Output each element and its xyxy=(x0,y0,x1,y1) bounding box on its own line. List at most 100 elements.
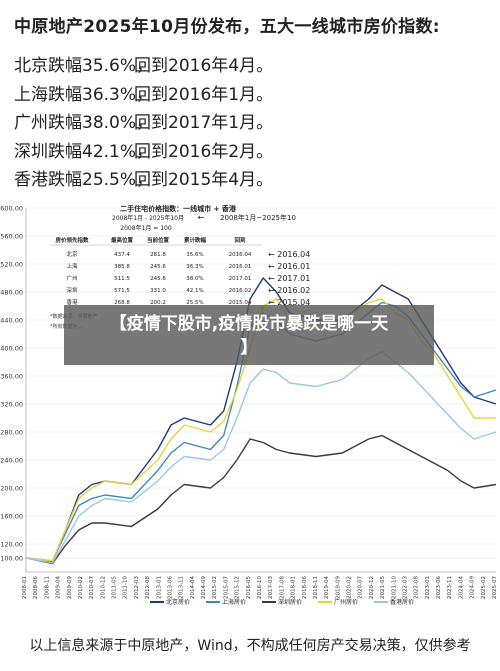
drop-row-beijing: 北京跌幅35.6%，回到2016年4月。 xyxy=(14,52,273,81)
table-cell: 38.0% xyxy=(186,276,203,282)
table-cell: 北京 xyxy=(66,250,78,258)
table-cell: 511.5 xyxy=(114,276,130,282)
table-header: 回到 xyxy=(234,236,246,244)
drop-since: 回到2015年4月。 xyxy=(134,170,274,190)
table-arrow-label: ← 2017.01 xyxy=(268,274,310,283)
y-tick-label: 480.00 xyxy=(0,289,23,297)
legend-label: 广州房价 xyxy=(334,598,358,606)
x-tick-label: 2025-07 xyxy=(492,576,498,599)
drop-since: 回到2016年2月。 xyxy=(134,141,274,162)
y-tick-label: 600.00 xyxy=(0,205,23,213)
drop-city: 深圳跌幅42.1%， xyxy=(14,141,154,162)
x-tick-label: 2024-09 xyxy=(470,576,476,599)
y-tick-label: 100.00 xyxy=(0,555,23,563)
table-header: 房价领先指数 xyxy=(55,236,89,244)
x-tick-label: 2009-09 xyxy=(67,576,73,599)
series-line xyxy=(25,350,497,564)
page-heading: 中原地产2025年10月份发布，五大一线城市房价指数: xyxy=(14,17,440,37)
legend-label: 香港房价 xyxy=(390,598,414,606)
x-tick-label: 2017-08 xyxy=(279,576,285,599)
x-tick-label: 2014-09 xyxy=(201,576,207,599)
x-tick-label: 2018-11 xyxy=(313,576,319,599)
series-line xyxy=(25,434,497,565)
drop-list: 北京跌幅35.6%，回到2016年4月。 上海跌幅36.3%，回到2016年1月… xyxy=(14,52,273,195)
table-cell: 2016.02 xyxy=(229,288,252,294)
headline-overlay[interactable]: 【疫情下股市,疫情股市暴跌是哪一天 】 xyxy=(64,305,434,365)
x-tick-label: 2012-03 xyxy=(134,576,140,599)
overlay-line2: 】 xyxy=(240,338,258,358)
legend-label: 深圳房价 xyxy=(278,598,302,606)
y-tick-label: 560.00 xyxy=(0,233,23,241)
x-tick-label: 2024-04 xyxy=(458,576,464,599)
y-tick-label: 120.00 xyxy=(0,541,23,549)
x-tick-label: 2023-11 xyxy=(447,576,453,599)
x-tick-label: 2013-01 xyxy=(156,576,162,599)
x-tick-label: 2017-03 xyxy=(268,576,274,599)
chart-legend: 北京房价 上海房价 深圳房价 广州房价 香港房价 xyxy=(150,598,414,606)
table-cell: 331.0 xyxy=(150,288,166,294)
x-tick-label: 2010-07 xyxy=(89,576,95,599)
drop-city: 上海跌幅36.3%， xyxy=(14,84,154,105)
drop-row-shenzhen: 深圳跌幅42.1%，回到2016年2月。 xyxy=(14,138,273,167)
x-tick-label: 2008-11 xyxy=(44,576,50,599)
drop-row-shanghai: 上海跌幅36.3%，回到2016年1月。 xyxy=(14,81,273,110)
drop-city: 香港跌幅25.5%， xyxy=(14,170,154,190)
table-arrow-label: ← 2015.04 xyxy=(268,298,310,307)
table-cell: 2015.04 xyxy=(229,300,252,306)
drop-row-hongkong: 香港跌幅25.5%，回到2015年4月。 xyxy=(14,166,273,195)
table-arrow-label: ← 2016.02 xyxy=(268,286,310,295)
x-tick-label: 2015-12 xyxy=(235,576,241,599)
x-tick-label: 2020-02 xyxy=(347,576,353,599)
x-tick-label: 2018-01 xyxy=(291,576,297,599)
x-tick-label: 2022-03 xyxy=(402,576,408,599)
y-tick-label: 160.00 xyxy=(0,513,23,521)
table-header: 当前位置 xyxy=(147,236,170,244)
x-tick-label: 2025-02 xyxy=(481,576,487,599)
table-cell: 上海 xyxy=(66,262,78,270)
table-arrow-label: ← 2016.04 xyxy=(268,250,310,259)
table-header: 累计跌幅 xyxy=(184,236,207,244)
range-arrow: ← xyxy=(198,213,205,222)
y-tick-label: 400.00 xyxy=(0,345,23,353)
table-cell: 245.6 xyxy=(150,264,166,270)
table-cell: 281.8 xyxy=(150,252,166,258)
y-tick-label: 520.00 xyxy=(0,261,23,269)
chart-title: 二手住宅价格指数：一线城市 + 香港 xyxy=(120,204,237,213)
x-tick-label: 2016-05 xyxy=(246,576,252,599)
chart-svg: 100.00 120.00 160.00 200.00 240.00 280.00 320.… xyxy=(0,204,498,606)
drop-since: 回到2016年1月。 xyxy=(134,84,274,105)
x-tick-label: 2015-07 xyxy=(223,576,229,599)
x-tick-label: 2020-07 xyxy=(358,576,364,599)
table-cell: 245.6 xyxy=(150,276,166,282)
base-note: 2008年1月 = 100 xyxy=(120,224,172,232)
x-tick-label: 2022-08 xyxy=(414,576,420,599)
x-tick-label: 2019-09 xyxy=(335,576,341,599)
y-tick-label: 440.00 xyxy=(0,317,23,325)
x-tick-label: 2021-05 xyxy=(380,576,386,599)
table-cell: 深圳 xyxy=(66,286,78,294)
table-cell: 25.5% xyxy=(186,300,203,306)
y-tick-label: 200.00 xyxy=(0,485,23,493)
x-tick-label: 2012-08 xyxy=(145,576,151,599)
x-tick-label: 2010-12 xyxy=(100,576,106,599)
source-footer: 以上信息来源于中原地产，Wind，不构成任何房产交易决策，仅供参考 xyxy=(29,638,471,654)
price-index-chart: 100.00 120.00 160.00 200.00 240.00 280.00 320.… xyxy=(0,200,500,610)
x-tick-label: 2021-10 xyxy=(391,576,397,599)
x-tick-label: 2019-04 xyxy=(324,576,330,599)
x-tick-label: 2011-05 xyxy=(112,576,118,599)
x-tick-label: 2009-04 xyxy=(56,576,62,599)
x-tick-label: 2023-01 xyxy=(425,576,431,599)
table-cell: 42.1% xyxy=(186,288,203,294)
overlay-line1: 【疫情下股市,疫情股市暴跌是哪一天 xyxy=(109,314,389,334)
table-cell: 36.3% xyxy=(186,264,203,270)
table-cell: 2016.01 xyxy=(229,264,252,270)
x-tick-label: 2015-02 xyxy=(212,576,218,599)
table-cell: 385.8 xyxy=(114,264,130,270)
x-tick-label: 2016-10 xyxy=(257,576,263,599)
x-tick-label: 2018-06 xyxy=(302,576,308,599)
table-cell: 437.4 xyxy=(114,252,130,258)
x-tick-label: 2020-12 xyxy=(369,576,375,599)
x-tick-label: 2023-06 xyxy=(436,576,442,599)
x-tick-label: 2014-04 xyxy=(190,576,196,599)
table-cell: 2016.04 xyxy=(229,252,252,258)
